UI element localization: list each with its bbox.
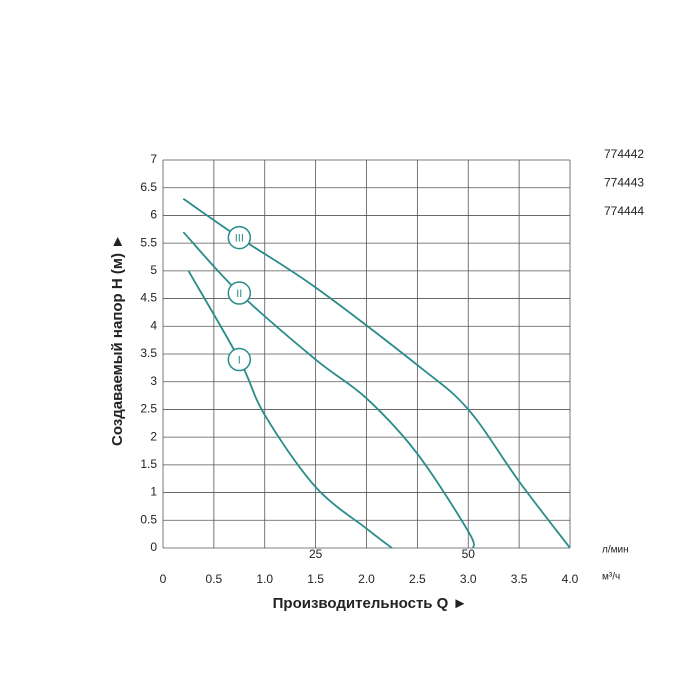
- model-label: 774443: [604, 176, 644, 190]
- x-tick-label: 1.5: [307, 572, 324, 586]
- x-tick-label: 2.5: [409, 572, 426, 586]
- y-tick-label: 7: [150, 152, 157, 166]
- x-tick-label: 0: [160, 572, 167, 586]
- x-tick-label: 2.0: [358, 572, 375, 586]
- y-tick-label: 2: [150, 429, 157, 443]
- x2-tick-label: 50: [462, 547, 476, 561]
- x-unit: м³/ч: [602, 572, 620, 583]
- y-tick-label: 3: [150, 374, 157, 388]
- curve-label-circle: [227, 225, 252, 250]
- y-tick-label: 3.5: [140, 346, 157, 360]
- y-tick-label: 0: [150, 540, 157, 554]
- x2-unit: л/мин: [602, 545, 629, 556]
- y-tick-label: 1.5: [140, 457, 157, 471]
- x-tick-label: 1.0: [256, 572, 273, 586]
- x-tick-label: 3.5: [511, 572, 528, 586]
- x-tick-label: 0.5: [206, 572, 223, 586]
- y-tick-label: 5: [150, 263, 157, 277]
- curve-label-circle: [227, 281, 252, 305]
- y-axis-title: Создаваемый напор H (м) ►: [109, 234, 126, 446]
- curve-label-circle: [227, 347, 252, 372]
- y-tick-label: 0.5: [140, 512, 157, 526]
- y-tick-label: 6.5: [140, 180, 157, 194]
- x-tick-label: 3.0: [460, 572, 477, 586]
- model-label: 774444: [604, 204, 644, 218]
- y-tick-label: 1: [150, 485, 157, 499]
- y-tick-label: 5.5: [140, 235, 157, 249]
- y-tick-label: 4.5: [140, 291, 157, 305]
- curve-label: III: [235, 233, 244, 245]
- curve: [187, 270, 393, 549]
- y-tick-label: 2.5: [140, 402, 157, 416]
- curve-label: II: [236, 288, 242, 300]
- x-tick-label: 4.0: [562, 572, 579, 586]
- curve-label: I: [238, 354, 241, 366]
- curve: [182, 198, 571, 549]
- y-tick-label: 4: [150, 318, 157, 332]
- x2-tick-label: 25: [309, 547, 323, 561]
- model-label: 774442: [604, 147, 644, 161]
- y-tick-label: 6: [150, 208, 157, 222]
- x-axis-title: Производительность Q ►: [273, 595, 468, 612]
